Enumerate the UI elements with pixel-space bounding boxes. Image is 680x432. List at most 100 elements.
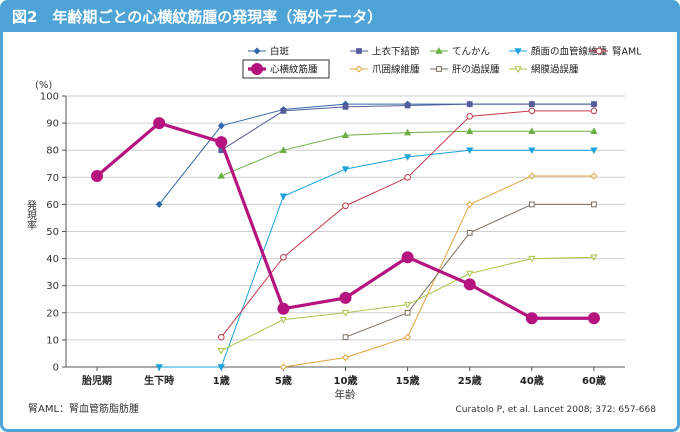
data-point (342, 202, 349, 210)
legend-label: てんかん (452, 47, 490, 58)
legend-item: てんかん (430, 47, 490, 58)
series-layer (91, 100, 600, 371)
series-4 (217, 107, 598, 341)
legend-item: 心横紋筋腫 (242, 59, 330, 79)
data-point (403, 154, 412, 161)
data-point (342, 334, 349, 341)
x-tick-label: 1歳 (213, 374, 230, 387)
legend-item: 腎AML (590, 47, 642, 58)
data-point (528, 255, 536, 263)
source-citation: Curatolo P, et al. Lancet 2008; 372: 657… (455, 405, 656, 415)
y-tick-label: 0 (53, 363, 59, 374)
data-point (404, 309, 411, 316)
x-axis-title: 年齢 (335, 388, 356, 401)
data-point (590, 127, 598, 134)
data-point (403, 301, 412, 309)
legend-swatch-marker (436, 66, 442, 72)
data-point (339, 291, 352, 304)
legend-label: 腎AML (612, 47, 642, 58)
legend-swatch-marker (595, 47, 603, 55)
y-tick-label: 50 (46, 227, 59, 238)
data-point (279, 193, 288, 201)
x-tick-label: 胎児期 (81, 374, 112, 387)
data-point (341, 166, 350, 173)
data-point (279, 146, 288, 153)
x-tick-label: 10歳 (334, 374, 358, 387)
data-point (466, 229, 473, 236)
data-point (528, 107, 536, 115)
data-point (463, 278, 476, 291)
legend-label: 爪囲線維腫 (372, 64, 420, 76)
data-point (279, 363, 287, 371)
legend-label: 白斑 (270, 46, 290, 58)
legend-label: 心横紋筋腫 (270, 64, 318, 76)
data-point (528, 127, 536, 134)
data-point (280, 253, 287, 261)
x-tick-label: 60歳 (582, 374, 606, 387)
figure-title: 図2 年齢期ごとの心横紋筋腫の発現率（海外データ） (12, 8, 382, 26)
legend-item: 網膜過誤腫 (509, 64, 579, 76)
legend-label: 網膜過誤腫 (531, 64, 579, 76)
series-2 (217, 127, 598, 179)
x-tick-label: 40歳 (520, 374, 544, 387)
legend-swatch-marker (435, 47, 443, 54)
data-point (217, 364, 225, 371)
legend-highlight-box (242, 59, 330, 79)
legend-swatch-marker (514, 48, 522, 55)
data-point (217, 122, 225, 130)
data-point (155, 364, 163, 371)
data-point (217, 333, 225, 341)
y-tick-label: 70 (46, 173, 59, 184)
x-tick-label: 15歳 (396, 374, 420, 387)
data-point (217, 348, 225, 355)
data-point (277, 302, 290, 315)
y-axis-title: 発現率 (25, 199, 37, 231)
series-5 (91, 117, 600, 325)
data-point (401, 251, 414, 264)
y-unit-label: (%) (35, 80, 52, 91)
series-1 (218, 101, 597, 154)
data-point (590, 107, 598, 115)
y-tick-label: 100 (40, 92, 59, 103)
footnote: 腎AML：腎血管筋脂肪腫 (28, 402, 139, 415)
data-point (528, 147, 536, 155)
header-bar (1, 1, 679, 32)
series-7 (342, 201, 597, 341)
data-point (404, 102, 411, 109)
y-tick-label: 80 (46, 146, 59, 157)
legend-item: 顔面の血管線維腫 (509, 46, 608, 58)
data-point (153, 117, 166, 130)
data-point (217, 172, 225, 179)
y-tick-label: 10 (46, 335, 59, 346)
data-point (591, 201, 597, 208)
data-point (341, 131, 350, 139)
series-8 (217, 254, 598, 355)
x-tick-label: 5歳 (275, 374, 292, 387)
data-point (215, 136, 228, 149)
data-point (528, 101, 535, 108)
legend-item: 上衣下結節 (350, 46, 420, 58)
data-point (280, 108, 287, 114)
data-point (587, 312, 600, 325)
series-3 (155, 147, 598, 371)
legend-label: 肝の過誤腫 (452, 64, 500, 76)
legend-label: 顔面の血管線維腫 (531, 46, 608, 58)
data-point (342, 103, 349, 110)
data-point (466, 101, 473, 108)
data-point (341, 310, 350, 317)
data-point (466, 147, 474, 155)
y-tick-label: 40 (46, 254, 59, 265)
legend-item: 爪囲線維腫 (350, 64, 420, 76)
legend: 白斑 上衣下結節 てんかん 顔面の血管線維腫 腎AML 心横紋筋腫 爪囲線維腫 肝の過誤腫 網膜… (242, 46, 642, 79)
data-point (525, 312, 538, 325)
legend-swatch-marker (356, 48, 362, 54)
data-point (590, 147, 598, 155)
x-tick-label: 25歳 (458, 374, 482, 387)
data-point (466, 200, 474, 208)
y-tick-label: 20 (46, 308, 59, 319)
legend-swatch-marker (251, 63, 263, 75)
legend-item: 白斑 (248, 46, 290, 58)
data-point (341, 354, 350, 362)
